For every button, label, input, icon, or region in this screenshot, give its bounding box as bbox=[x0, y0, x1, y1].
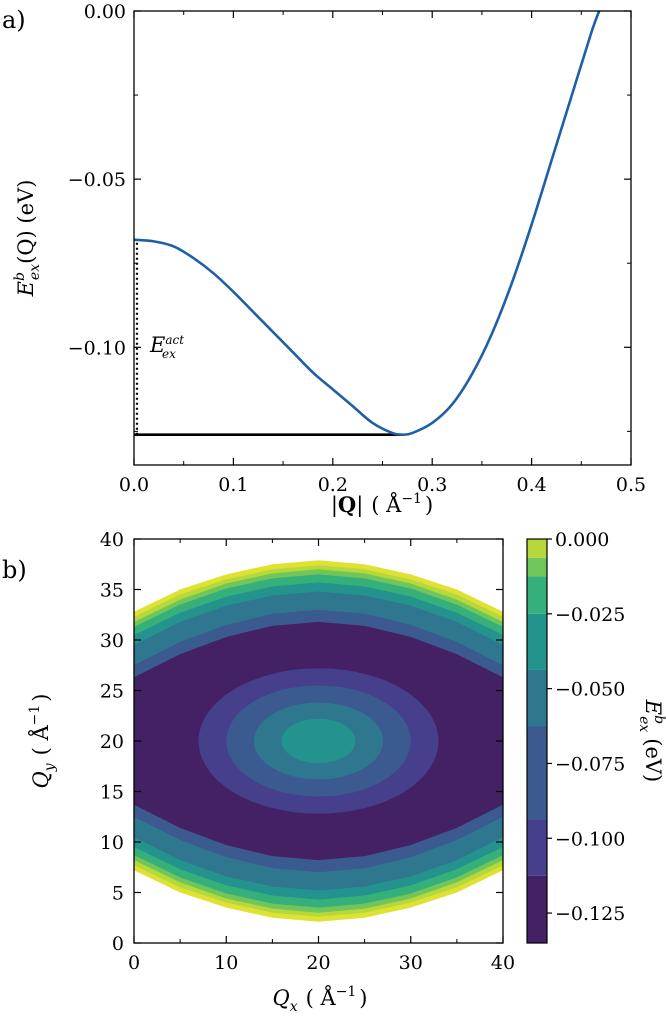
colorbar-tick-label: −0.075 bbox=[555, 753, 625, 775]
panel-a-xtick-label: 0.5 bbox=[616, 474, 646, 496]
panel-a-xtick-label: 0.4 bbox=[516, 474, 546, 496]
panel-b-ytick-label: 25 bbox=[100, 681, 124, 703]
svg-text:Ebex(eV): Ebex(eV) bbox=[636, 699, 666, 782]
panel-a-ylabel: Ebex(Q) (eV) bbox=[12, 180, 43, 298]
activation-energy-annotation: Eact ex bbox=[149, 333, 184, 361]
colorbar: 0.000 −0.025 −0.050 −0.075 −0.100 −0.125 bbox=[527, 529, 625, 943]
colorbar-segment bbox=[527, 726, 547, 820]
colorbar-tick-label: −0.050 bbox=[555, 679, 625, 701]
panel-b-ytick-label: 40 bbox=[100, 529, 124, 551]
panel-a-xtick-label: 0.3 bbox=[417, 474, 447, 496]
panel-b-ticks: 0 10 20 30 40 0 5 10 15 20 25 30 35 40 bbox=[100, 529, 515, 974]
panel-b-xlabel: Qx( Å−1) bbox=[272, 984, 367, 1015]
colorbar-label: Ebex(eV) bbox=[636, 699, 666, 782]
panel-a-xtick-label: 0.1 bbox=[218, 474, 248, 496]
panel-b-ytick-label: 5 bbox=[112, 883, 124, 905]
panel-a-ytick-label: 0.00 bbox=[84, 1, 126, 23]
svg-text:Qy( Å−1): Qy( Å−1) bbox=[27, 693, 58, 788]
panel-a-ytick-label: −0.05 bbox=[68, 169, 126, 191]
colorbar-segment bbox=[527, 669, 547, 727]
panel-b-contour-plot bbox=[134, 539, 503, 943]
panel-a-frame bbox=[133, 10, 632, 466]
colorbar-segment bbox=[527, 613, 547, 670]
colorbar-frame bbox=[526, 538, 548, 944]
panel-b-xtick-label: 30 bbox=[399, 952, 423, 974]
panel-b-ytick-label: 10 bbox=[100, 832, 124, 854]
colorbar-segment bbox=[527, 557, 547, 577]
panel-b-xtick-label: 10 bbox=[214, 952, 238, 974]
panel-a-xtick-label: 0.2 bbox=[318, 474, 348, 496]
panel-b: b) 0 10 20 30 40 0 5 10 15 20 25 30 35 40 0.000 −0.025… bbox=[2, 529, 666, 1015]
colorbar-segment bbox=[527, 819, 547, 876]
panel-b-ytick-label: 0 bbox=[112, 933, 124, 955]
panel-b-ytick-label: 20 bbox=[100, 731, 124, 753]
panel-a-xlabel: |Q|( Å−1) bbox=[331, 491, 433, 518]
panel-a-xtick-label: 0.0 bbox=[119, 474, 149, 496]
panel-a-ytick-label: −0.10 bbox=[68, 337, 126, 359]
colorbar-tick-label: −0.100 bbox=[555, 828, 625, 850]
panel-a: a) 0.0 0.1 0.2 0.3 0.4 0.5 0.00 −0.05 −0.10 Ebex… bbox=[2, 1, 646, 518]
colorbar-segment bbox=[527, 875, 547, 943]
panel-b-ytick-label: 35 bbox=[100, 580, 124, 602]
panel-b-ytick-label: 30 bbox=[100, 630, 124, 652]
svg-text:Ebex(Q) (eV): Ebex(Q) (eV) bbox=[12, 180, 43, 298]
panel-a-label: a) bbox=[2, 6, 26, 34]
panel-a-plot bbox=[133, 10, 601, 437]
panel-b-ytick-label: 15 bbox=[100, 782, 124, 804]
panel-b-label: b) bbox=[2, 556, 27, 584]
energy-curve bbox=[133, 10, 601, 437]
panel-b-xtick-label: 0 bbox=[128, 952, 140, 974]
colorbar-segment bbox=[527, 576, 547, 614]
colorbar-tick-label: −0.025 bbox=[555, 604, 625, 626]
panel-b-xtick-label: 40 bbox=[491, 952, 515, 974]
panel-b-ylabel: Qy( Å−1) bbox=[27, 693, 58, 788]
colorbar-tick-label: 0.000 bbox=[555, 529, 609, 551]
panel-b-xtick-label: 20 bbox=[306, 952, 330, 974]
contour-ring bbox=[281, 718, 356, 764]
panel-a-ticks: 0.0 0.1 0.2 0.3 0.4 0.5 0.00 −0.05 −0.10 bbox=[68, 1, 646, 496]
colorbar-tick-label: −0.125 bbox=[555, 903, 625, 925]
colorbar-segment bbox=[527, 539, 547, 558]
